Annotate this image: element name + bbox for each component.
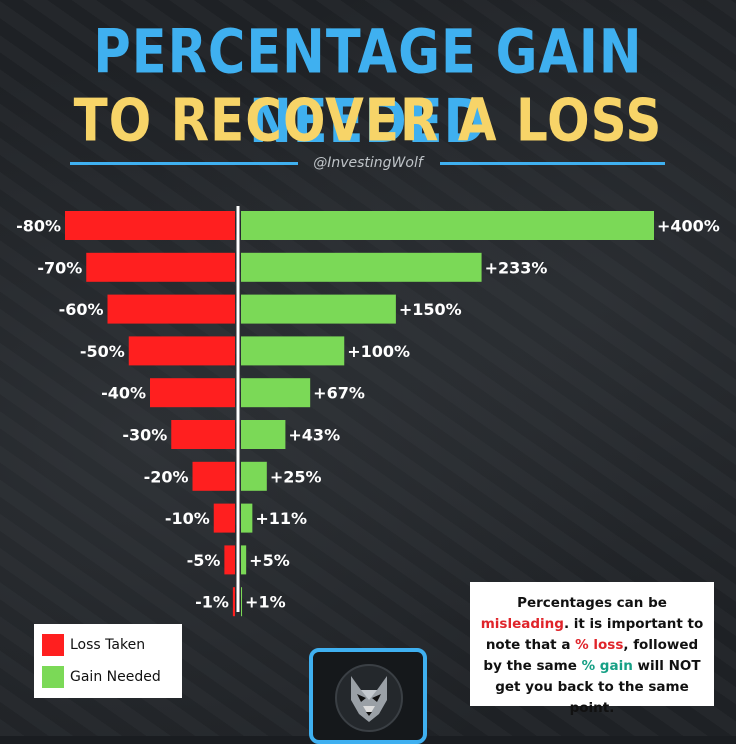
loss-bar [65, 211, 235, 240]
loss-label: -70% [37, 258, 82, 277]
gain-bar [241, 503, 253, 533]
note-text-4: will NOT get you back to the same point. [495, 658, 701, 716]
gain-bar [241, 420, 286, 449]
title-line-2: TO RECOVER A LOSS [73, 86, 663, 155]
gain-bar [241, 378, 311, 408]
note-text-1: Percentages can be [517, 595, 667, 611]
legend-item-loss: Loss Taken [42, 632, 145, 658]
handle-text: @InvestingWolf [313, 155, 423, 171]
rule-right [440, 162, 665, 165]
loss-label: -50% [80, 342, 125, 361]
gain-label: +100% [347, 342, 410, 361]
gain-bar [241, 211, 654, 240]
loss-label: -30% [122, 426, 167, 445]
gain-label: +1% [245, 593, 286, 612]
legend-label-gain: Gain Needed [70, 669, 161, 685]
legend-swatch-gain [42, 666, 64, 688]
loss-bar [107, 294, 235, 324]
loss-label: -5% [187, 551, 221, 570]
note-pct-loss: % loss [575, 637, 624, 653]
gain-label: +233% [485, 258, 548, 277]
note-text-3: , followed by the same [483, 637, 699, 674]
legend: Loss Taken Gain Needed [34, 624, 182, 698]
gain-bar [241, 252, 482, 282]
rule-left [70, 162, 298, 165]
loss-label: -40% [101, 384, 146, 403]
loss-bar [150, 378, 235, 408]
gain-bar [241, 294, 396, 324]
loss-bar [224, 545, 235, 575]
gain-label: +43% [288, 426, 340, 445]
legend-label-loss: Loss Taken [70, 637, 146, 653]
loss-bar [128, 336, 235, 366]
wolf-icon [335, 664, 403, 732]
legend-item-gain: Gain Needed [42, 664, 161, 690]
loss-label: -10% [165, 509, 210, 528]
legend-swatch-loss [42, 634, 64, 656]
loss-bar [232, 587, 235, 617]
explanation-note: Percentages can be misleading. it is imp… [470, 582, 714, 716]
loss-label: -1% [195, 593, 229, 612]
loss-bar [213, 503, 235, 533]
gain-label: +400% [657, 217, 720, 236]
gain-label: +5% [249, 551, 290, 570]
loss-label: -60% [59, 300, 104, 319]
gain-bar [241, 336, 345, 366]
loss-bar [171, 420, 235, 449]
loss-label: -80% [16, 217, 61, 236]
note-pct-gain: % gain [581, 658, 633, 674]
note-text-2: . it is important to note that a [485, 616, 704, 653]
title-line-1: PERCENTAGE GAIN NEEDED [93, 18, 643, 158]
loss-bar [192, 461, 235, 491]
note-misleading: misleading [480, 616, 564, 632]
loss-bar [86, 252, 235, 282]
gain-label: +67% [313, 384, 365, 403]
loss-label: -20% [144, 467, 189, 486]
gain-bar [241, 461, 267, 491]
gain-bar [241, 545, 247, 575]
gain-label: +150% [399, 300, 462, 319]
gain-bar [241, 587, 243, 617]
gain-label: +25% [270, 467, 322, 486]
gain-label: +11% [255, 509, 307, 528]
